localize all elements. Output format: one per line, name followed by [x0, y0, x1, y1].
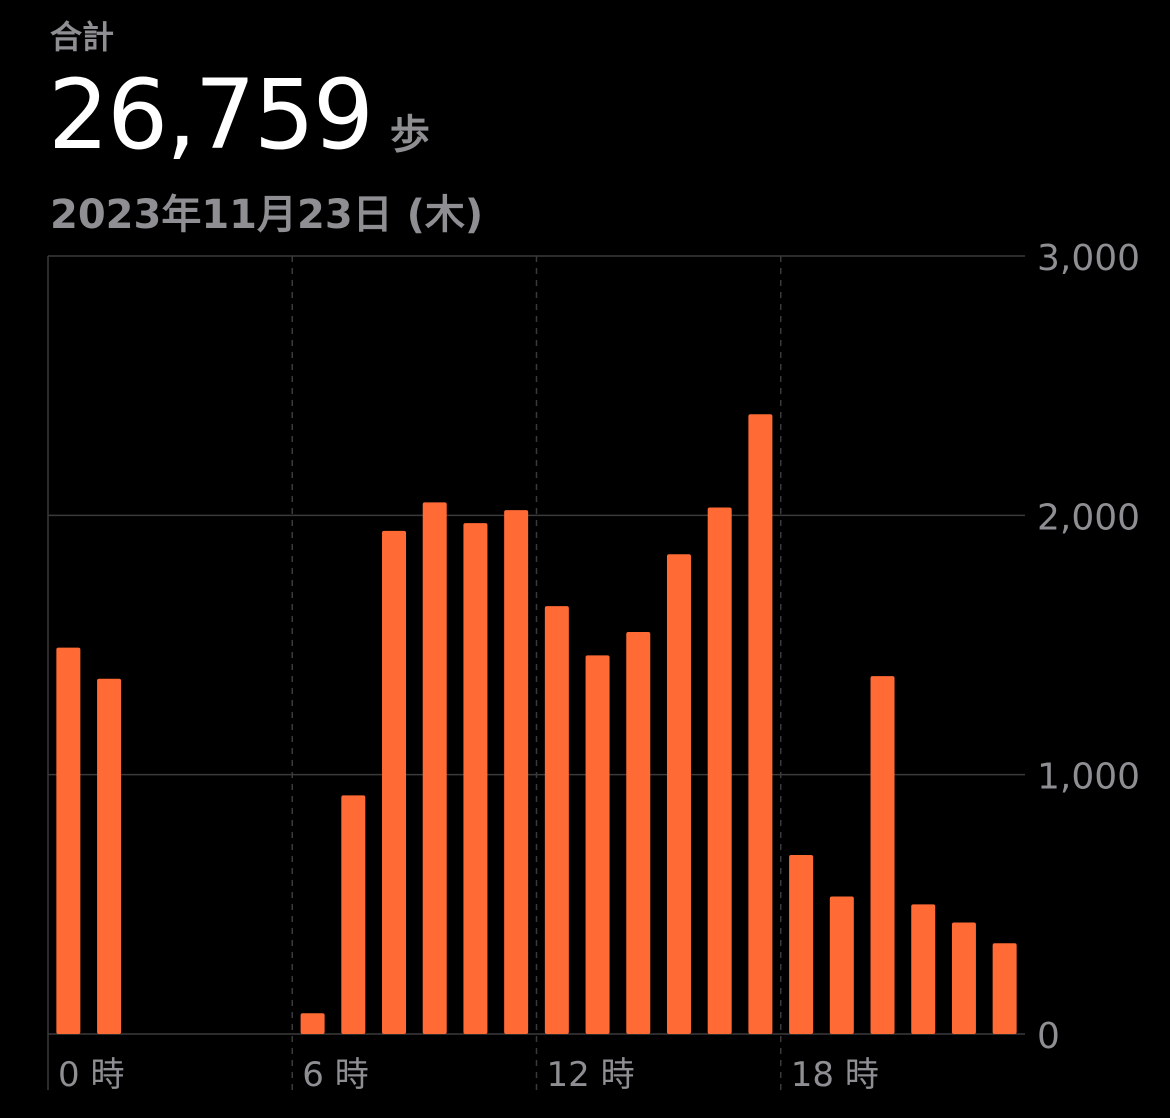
bar-hour-12[interactable] — [544, 606, 569, 1034]
y-tick-label: 3,000 — [1037, 238, 1140, 279]
x-axis: 0 時 6 時 12 時 18 時 — [58, 1055, 879, 1095]
y-tick-label: 2,000 — [1037, 497, 1140, 538]
bar-hour-0[interactable] — [56, 647, 81, 1034]
bar-hour-17[interactable] — [748, 414, 773, 1034]
y-tick-label: 1,000 — [1037, 757, 1140, 798]
bar-hour-13[interactable] — [585, 655, 610, 1034]
y-tick-label: 0 — [1037, 1016, 1060, 1057]
bar-hour-7[interactable] — [341, 795, 366, 1034]
x-tick-label: 12 時 — [547, 1055, 635, 1095]
x-tick-label: 0 時 — [58, 1055, 124, 1095]
bar-hour-6[interactable] — [300, 1013, 325, 1034]
x-tick-label: 18 時 — [791, 1055, 879, 1095]
bar-hour-16[interactable] — [707, 507, 732, 1034]
bar-hour-10[interactable] — [463, 523, 488, 1034]
bar-hour-18[interactable] — [789, 855, 814, 1034]
grid-layer — [47, 255, 1025, 1090]
steps-unit: 歩 — [389, 112, 430, 158]
bar-hour-19[interactable] — [829, 896, 854, 1034]
bar-hour-14[interactable] — [626, 632, 651, 1034]
bar-hour-9[interactable] — [422, 502, 447, 1034]
y-axis: 3,000 2,000 1,000 0 — [1037, 238, 1140, 1057]
bar-hour-11[interactable] — [504, 510, 529, 1034]
bar-hour-20[interactable] — [870, 676, 895, 1034]
bar-layer — [56, 414, 1017, 1034]
bar-hour-8[interactable] — [382, 530, 407, 1034]
bar-hour-21[interactable] — [911, 904, 936, 1034]
bar-hour-15[interactable] — [666, 554, 691, 1034]
total-steps-value: 26,759 — [48, 59, 374, 171]
total-label: 合計 — [50, 18, 115, 56]
bar-hour-22[interactable] — [951, 922, 976, 1034]
x-tick-label: 6 時 — [302, 1055, 368, 1095]
date-label: 2023年11月23日 (木) — [50, 192, 484, 238]
bar-hour-1[interactable] — [97, 678, 122, 1034]
bar-hour-23[interactable] — [992, 943, 1017, 1034]
total-row: 26,759 歩 — [48, 60, 430, 170]
